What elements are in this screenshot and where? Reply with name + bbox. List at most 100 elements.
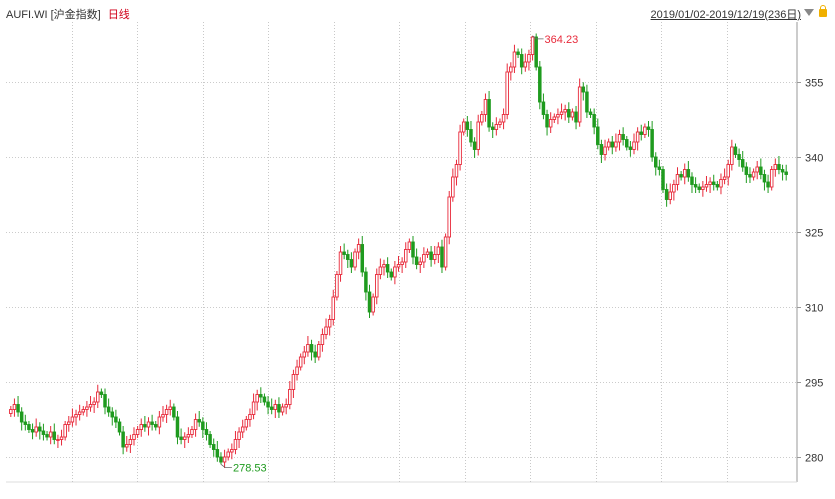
candle-body — [498, 121, 502, 125]
candle — [711, 174, 716, 191]
candle-body — [643, 126, 647, 135]
candle-body — [447, 196, 451, 238]
candle-body — [690, 176, 694, 185]
candle — [179, 428, 183, 445]
candle-body — [349, 259, 354, 268]
candle-body — [284, 404, 288, 408]
candle-body — [302, 351, 307, 358]
candle-body — [414, 256, 419, 265]
candle — [675, 167, 680, 191]
candle-body — [440, 246, 444, 268]
min-leader-line — [220, 464, 232, 468]
candle — [335, 271, 339, 301]
candle-body — [306, 344, 310, 353]
candle-body — [27, 424, 31, 430]
candle — [143, 416, 147, 432]
candle — [309, 339, 314, 361]
candle — [157, 411, 162, 435]
candle — [208, 431, 212, 448]
candle-body — [625, 139, 629, 148]
candle-body — [226, 451, 230, 458]
candle — [461, 118, 466, 136]
candle-body — [505, 71, 509, 115]
candle-body — [429, 251, 433, 260]
candle-body — [458, 131, 462, 165]
candle-body — [364, 271, 368, 293]
candle — [277, 397, 281, 418]
candle — [403, 242, 408, 268]
candle-body — [480, 114, 484, 123]
candle-body — [668, 191, 672, 200]
candle-body — [396, 264, 401, 268]
candle-body — [378, 266, 383, 275]
candle-body — [74, 414, 78, 418]
candle — [262, 393, 267, 406]
candle-body — [143, 424, 147, 428]
candle-body — [121, 431, 125, 448]
candle — [643, 123, 647, 138]
candle — [719, 173, 723, 195]
candle — [469, 121, 473, 147]
candle-body — [168, 406, 172, 410]
candle-body — [197, 419, 201, 423]
candle — [588, 108, 593, 118]
candle-body — [356, 244, 361, 253]
candle — [342, 243, 346, 260]
candle — [447, 191, 451, 245]
frequency-label[interactable]: 日线 — [107, 9, 130, 21]
candle-body — [581, 86, 586, 93]
candle-body — [650, 129, 654, 158]
candle — [726, 159, 730, 186]
candle — [237, 427, 241, 448]
candle — [230, 443, 234, 460]
candle-body — [114, 416, 118, 423]
candle-body — [367, 291, 372, 313]
candle — [733, 143, 738, 158]
candle-body — [748, 174, 752, 178]
candle-body — [92, 401, 96, 405]
candle-body — [172, 406, 176, 418]
candle-body — [755, 166, 759, 173]
candle — [396, 256, 401, 272]
candle-body — [19, 411, 24, 423]
candle-body — [490, 126, 495, 130]
candle-body — [45, 434, 49, 438]
candle-body — [773, 164, 778, 170]
candle-body — [208, 434, 212, 445]
candle — [63, 421, 67, 441]
candle — [273, 399, 278, 418]
date-range-label[interactable]: 2019/01/02-2019/12/19(236日) — [650, 9, 801, 21]
candle — [360, 236, 365, 277]
candle — [233, 431, 238, 455]
candle — [454, 159, 459, 186]
candle-body — [451, 176, 455, 198]
candle-body — [422, 254, 426, 263]
candle — [556, 108, 560, 125]
candle-body — [577, 86, 582, 123]
candle — [418, 257, 422, 273]
candle — [193, 413, 198, 437]
candle — [349, 252, 354, 273]
candle-body — [548, 119, 553, 128]
candle — [164, 404, 169, 423]
lock-icon[interactable] — [819, 5, 827, 17]
candle-body — [248, 414, 252, 420]
candle-body — [211, 444, 216, 450]
chevron-down-icon[interactable] — [804, 9, 814, 16]
candle-body — [476, 121, 480, 150]
candle-body — [233, 439, 238, 450]
candle-body — [56, 439, 60, 441]
candle — [117, 418, 122, 436]
candle — [693, 177, 698, 193]
candle-body — [360, 244, 365, 273]
candle — [172, 403, 176, 421]
candle-body — [244, 419, 249, 428]
candle-body — [574, 111, 578, 123]
candle — [244, 416, 249, 431]
candle — [664, 183, 669, 207]
candle-body — [777, 164, 781, 170]
candle-body — [327, 319, 332, 328]
candle-body — [262, 396, 267, 403]
candle — [411, 236, 415, 265]
candle — [548, 112, 553, 133]
